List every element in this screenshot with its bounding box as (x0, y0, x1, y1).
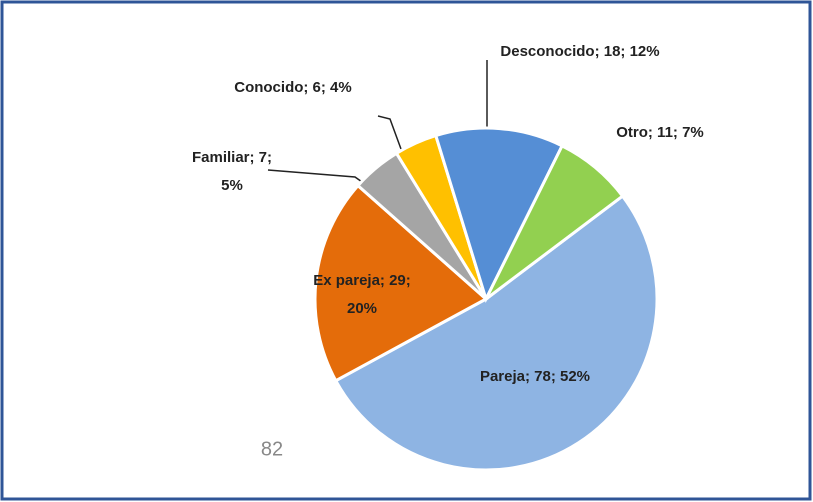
annotation: 82 (261, 438, 283, 460)
data-label-line: Familiar; 7; (192, 149, 272, 166)
leader-line (377, 115, 402, 150)
data-label: Familiar; 7; 5% (192, 149, 272, 194)
slice (484, 143, 625, 301)
data-label: Desconocido; 18; 12% (500, 43, 659, 60)
data-label: Conocido; 6; 4% (234, 79, 352, 96)
slice (333, 193, 659, 472)
data-label-line: Ex pareja; 29; (313, 272, 411, 289)
slice (433, 126, 565, 304)
data-label-line: 20% (347, 300, 377, 317)
data-label: Otro; 11; 7% (616, 124, 704, 141)
data-label-line: 5% (221, 177, 243, 194)
data-label: Pareja; 78; 52% (480, 368, 590, 385)
data-label: Ex pareja; 29; 20% (313, 272, 411, 317)
slice (313, 183, 489, 383)
